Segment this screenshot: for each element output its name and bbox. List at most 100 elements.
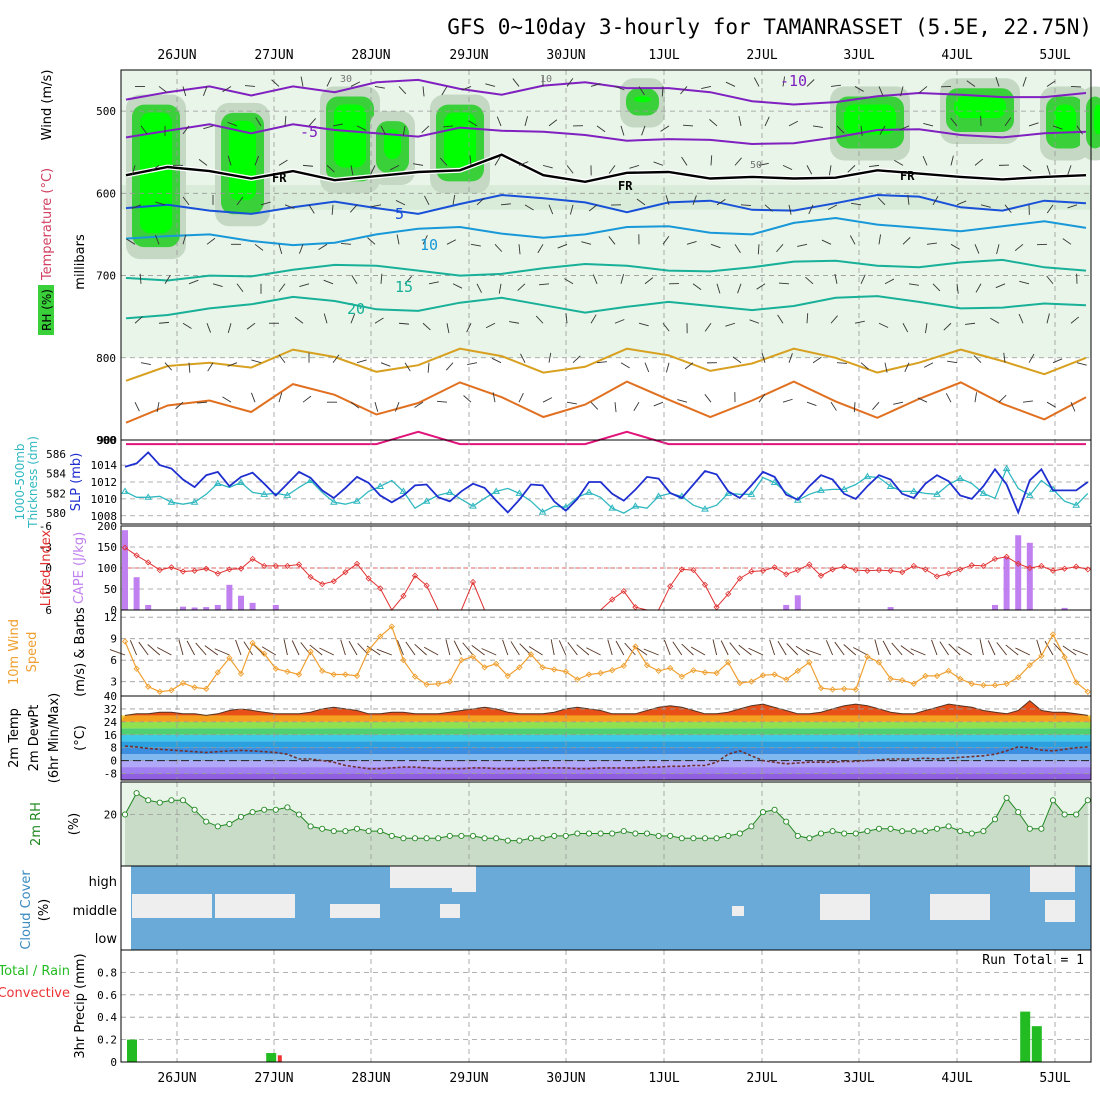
y-tick-label: 800 (96, 352, 116, 365)
wind-speed-marker (620, 662, 627, 670)
cloud-gap (132, 894, 212, 918)
wind-barb (1070, 316, 1080, 324)
wind-speed-marker (667, 664, 674, 672)
rh-marker (609, 830, 616, 837)
rh-contour-label: 10 (540, 74, 552, 85)
wind-barb (853, 647, 868, 656)
wind-barb (965, 322, 976, 325)
cloud-gap (215, 894, 295, 918)
wind-speed-marker (145, 683, 152, 690)
wind-barb (894, 159, 904, 166)
date-label: 30JUN (546, 1071, 585, 1086)
slp-thickness-panel: 586 584 582 580 1014 1012 1010 1008 1000-500mb Th… (13, 434, 1092, 529)
wind-barb (147, 644, 161, 656)
isotherm-label: -10 (780, 72, 807, 90)
wind-barb (134, 401, 140, 412)
wind-barb (318, 243, 328, 250)
thickness-marker (840, 485, 849, 492)
lifted-index-marker (899, 569, 906, 576)
wind-barb (402, 125, 406, 136)
wind-barb (1076, 362, 1087, 366)
wind-barb (348, 640, 358, 656)
wind-barb (586, 647, 601, 656)
thickness-marker (538, 508, 547, 515)
lifted-index-marker (980, 562, 987, 569)
wind-speed-marker (493, 660, 500, 667)
wind-barb (956, 200, 967, 206)
lifted-index-marker (469, 578, 477, 586)
wind-barb (902, 323, 909, 333)
wind-barb (808, 204, 814, 215)
wind-barb (956, 283, 959, 294)
thickness-marker (283, 491, 292, 498)
thickness-marker (329, 498, 338, 505)
wind-barb (908, 283, 919, 286)
rh-marker (725, 832, 732, 839)
precip-total-bar (127, 1039, 137, 1062)
rh-marker (435, 835, 442, 842)
lifted-index-marker (1061, 565, 1068, 572)
wind-barb (1046, 165, 1051, 176)
wind-barb (528, 646, 543, 656)
wind-barb (805, 276, 814, 285)
rh-marker (319, 825, 326, 832)
rh-marker (817, 830, 825, 837)
rh-marker (330, 828, 337, 835)
wind-barb (681, 156, 688, 166)
temp-units-label: (°C) (73, 725, 88, 751)
wind-barb (421, 125, 430, 134)
cloud-level-label: low (95, 932, 118, 947)
wind-barb (446, 239, 457, 245)
wind-barb (422, 322, 431, 331)
wind-barb (535, 315, 544, 324)
wind-speed-marker (678, 673, 685, 680)
lifted-index-marker (864, 567, 871, 574)
wind-speed-marker (179, 679, 187, 687)
slp-tick-label: 1012 (91, 476, 118, 489)
wind-barb (878, 322, 889, 328)
wind-barb (439, 157, 448, 166)
wind-barb (446, 323, 450, 334)
wind-barb (777, 641, 787, 656)
y-tick-label: 500 (96, 105, 116, 118)
wind-barb (638, 86, 645, 96)
thickness-marker (886, 482, 895, 489)
wind-barb (332, 123, 343, 127)
wind-barb (380, 125, 386, 136)
date-label: 26JUN (157, 1071, 196, 1086)
thickness-marker (376, 482, 385, 489)
wind-barb (243, 641, 253, 656)
wind-barb (987, 640, 996, 656)
thickness-marker (445, 488, 454, 495)
wind-barb (443, 125, 454, 128)
wind-barb (510, 641, 520, 656)
wind-barb (254, 155, 260, 166)
wind-barb (788, 204, 792, 215)
wind-barb (712, 639, 718, 656)
wind-barb (1022, 76, 1027, 87)
thickness-marker (260, 490, 269, 497)
y-tick-label: 600 (96, 187, 116, 200)
date-label: 28JUN (351, 1071, 390, 1086)
wind-barb (902, 237, 911, 245)
wind-barb (428, 281, 439, 285)
wind-speed-marker (330, 671, 337, 678)
wind-speed-marker (759, 672, 767, 679)
wind-barb (566, 78, 574, 87)
thickness-tick-label: 580 (46, 507, 66, 520)
wind-speed-marker (423, 681, 430, 688)
wind-speed-marker (342, 671, 349, 678)
wind-speed-marker (133, 665, 140, 672)
wind-barb (672, 641, 683, 656)
wind-speed-marker (237, 670, 245, 677)
thickness-marker (144, 493, 153, 500)
thickness-marker (933, 490, 941, 497)
wind-barb (138, 641, 149, 656)
wind-barb (374, 86, 385, 89)
rh-marker (388, 832, 395, 839)
wind-barb (565, 313, 568, 324)
precip-total-bar (1020, 1011, 1031, 1062)
rh-contour-label: 50 (750, 160, 762, 171)
chart-title: GFS 0~10day 3-hourly for TAMANRASSET (5.… (447, 15, 1092, 39)
